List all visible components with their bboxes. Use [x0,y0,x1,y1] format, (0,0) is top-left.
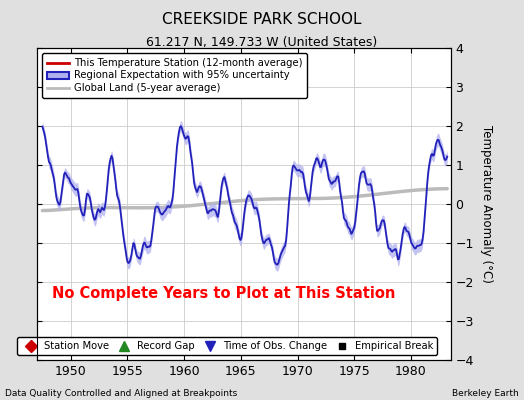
Y-axis label: Temperature Anomaly (°C): Temperature Anomaly (°C) [481,125,493,283]
Text: Berkeley Earth: Berkeley Earth [452,389,519,398]
Text: Data Quality Controlled and Aligned at Breakpoints: Data Quality Controlled and Aligned at B… [5,389,237,398]
Legend: Station Move, Record Gap, Time of Obs. Change, Empirical Break: Station Move, Record Gap, Time of Obs. C… [17,337,437,355]
Text: 61.217 N, 149.733 W (United States): 61.217 N, 149.733 W (United States) [146,36,378,49]
Text: No Complete Years to Plot at This Station: No Complete Years to Plot at This Statio… [52,286,396,301]
Text: CREEKSIDE PARK SCHOOL: CREEKSIDE PARK SCHOOL [162,12,362,27]
